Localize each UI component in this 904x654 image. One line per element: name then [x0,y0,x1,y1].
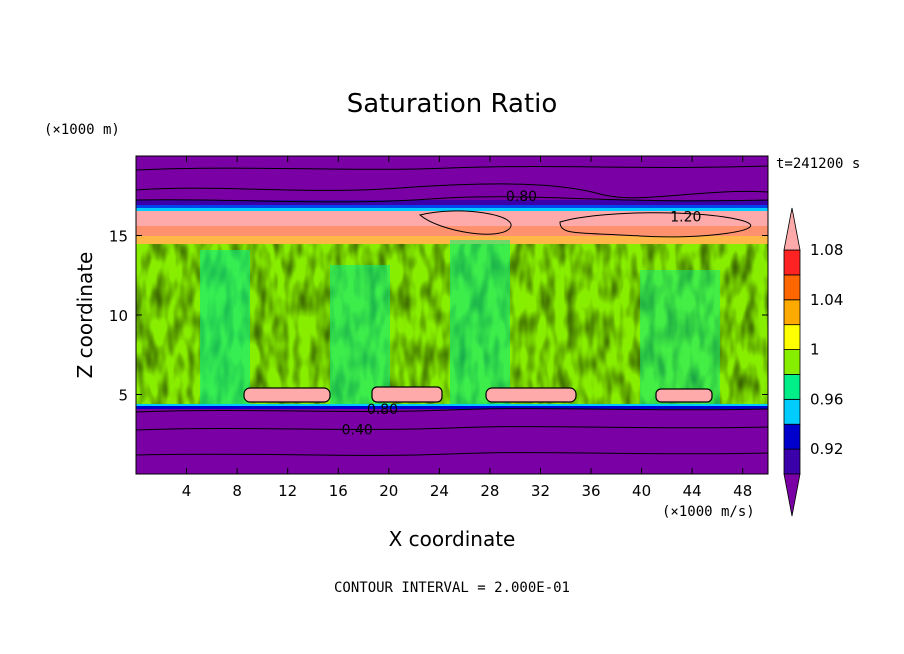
colorbar-segment [783,349,801,375]
chart-title: Saturation Ratio [347,89,558,119]
colorbar-under-triangle [783,473,801,517]
colorbar-label: 1.04 [810,291,843,309]
colorbar-segment [783,274,801,301]
x-tick-label: 16 [329,482,348,500]
x-tick-label: 48 [733,482,752,500]
y-tick-label: 15 [109,228,128,246]
x-tick-label: 4 [182,482,192,500]
mid-layer-columns [200,240,720,405]
colorbar-label: 1.08 [810,241,843,259]
colorbar-label: 1 [810,341,820,359]
lens [371,386,443,403]
lens [243,387,331,403]
x-tick-label: 24 [430,482,449,500]
contour-label: 0.80 [506,189,537,205]
colorbar-label: 0.96 [810,390,843,408]
x-tick-label: 28 [480,482,499,500]
contour [136,452,768,456]
contour-lines [136,165,768,456]
upper-transition-2 [136,205,768,209]
upper-transition-1 [136,200,768,206]
contour [136,165,768,171]
lower-dry-layer [136,409,768,474]
y-tick-label: 5 [118,387,128,405]
colorbar-over-triangle [783,207,801,251]
y-axis-title: Z coordinate [73,252,97,379]
y-axis: 5 10 15 [109,228,768,405]
x-tick-label: 36 [581,482,600,500]
upper-dry-layer [136,156,768,202]
contour [559,212,752,238]
x-tick-label: 44 [683,482,702,500]
column [200,250,250,405]
x-tick-label: 12 [278,482,297,500]
x-axis-title: X coordinate [389,527,516,551]
y-unit-label: (×1000 m) [44,122,120,138]
lens [485,387,577,403]
lens [655,388,713,403]
contour-label: 1.20 [670,209,701,225]
x-unit-label: (×1000 m/s) [662,504,755,520]
contour-labels: 0.80 1.20 0.80 0.40 [342,189,702,439]
column [450,240,510,405]
column [330,265,390,405]
colorbar-segment [783,374,801,400]
contour [136,408,768,413]
colorbar: 0.92 0.96 1 1.04 1.08 [783,207,843,517]
lower-transition-1 [136,404,768,407]
time-label: t=241200 s [776,156,860,172]
contour-label: 0.80 [367,402,398,418]
x-tick-label: 8 [232,482,242,500]
contour-label: 0.40 [342,422,373,438]
lower-transition-2 [136,406,768,410]
colorbar-segment [783,423,801,450]
colorbar-segment [783,249,801,276]
upper-transition-3 [136,208,768,212]
y-tick-label: 10 [109,307,128,325]
colorbar-segment [783,324,801,350]
x-tick-label: 32 [531,482,550,500]
contour [418,210,512,235]
colorbar-segment [783,299,801,326]
colorbar-segment [783,398,801,425]
contour [136,183,768,199]
x-axis: 4 8 12 16 20 24 28 32 36 40 44 48 [182,156,752,500]
saturation-field: 0.80 1.20 0.80 0.40 [136,156,768,474]
contour [136,196,768,203]
column [640,270,720,405]
x-tick-label: 40 [632,482,651,500]
low-cloud-lenses [243,386,713,403]
contour-interval-footer: CONTOUR INTERVAL = 2.000E-01 [334,580,570,596]
colorbar-label: 0.92 [810,440,843,458]
contour [136,426,768,431]
x-tick-label: 20 [379,482,398,500]
colorbar-segment [783,448,801,475]
